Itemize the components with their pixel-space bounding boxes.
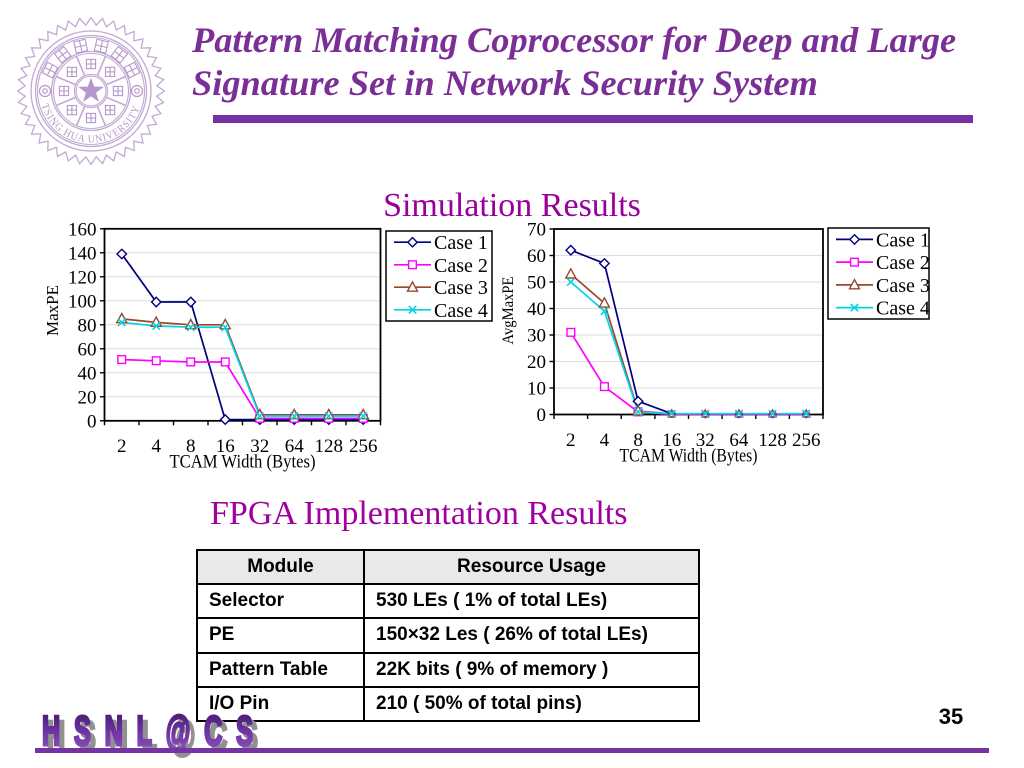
svg-text:10: 10 bbox=[527, 379, 546, 400]
svg-text:16: 16 bbox=[662, 430, 681, 451]
svg-text:8: 8 bbox=[633, 430, 643, 451]
svg-text:MaxPE: MaxPE bbox=[43, 285, 62, 336]
svg-text:40: 40 bbox=[527, 299, 546, 320]
svg-text:128: 128 bbox=[758, 430, 787, 451]
svg-text:120: 120 bbox=[68, 267, 97, 288]
svg-text:2: 2 bbox=[566, 430, 576, 451]
svg-text:128: 128 bbox=[315, 436, 344, 457]
svg-text:HSNL@CS: HSNL@CS bbox=[42, 709, 260, 755]
svg-text:4: 4 bbox=[600, 430, 610, 451]
svg-text:60: 60 bbox=[78, 339, 97, 360]
svg-text:Case 1: Case 1 bbox=[876, 229, 930, 251]
svg-text:Case 2: Case 2 bbox=[876, 252, 930, 274]
svg-text:70: 70 bbox=[527, 220, 546, 241]
svg-text:16: 16 bbox=[216, 436, 235, 457]
svg-text:32: 32 bbox=[250, 436, 269, 457]
svg-text:256: 256 bbox=[792, 430, 821, 451]
svg-text:60: 60 bbox=[527, 246, 546, 267]
svg-text:AvgMaxPE: AvgMaxPE bbox=[500, 277, 517, 345]
svg-text:0: 0 bbox=[87, 411, 97, 432]
svg-text:Case 3: Case 3 bbox=[876, 275, 930, 297]
svg-text:256: 256 bbox=[349, 436, 378, 457]
svg-text:20: 20 bbox=[78, 387, 97, 408]
svg-text:2: 2 bbox=[117, 436, 127, 457]
svg-text:20: 20 bbox=[527, 352, 546, 373]
svg-text:80: 80 bbox=[78, 315, 97, 336]
svg-text:160: 160 bbox=[68, 219, 97, 240]
svg-text:Case 4: Case 4 bbox=[434, 300, 488, 322]
svg-text:64: 64 bbox=[285, 436, 305, 457]
svg-text:0: 0 bbox=[537, 405, 547, 426]
svg-text:TCAM Width (Bytes): TCAM Width (Bytes) bbox=[620, 446, 758, 467]
svg-text:4: 4 bbox=[151, 436, 161, 457]
svg-text:Case 3: Case 3 bbox=[434, 277, 488, 299]
svg-text:8: 8 bbox=[186, 436, 196, 457]
svg-text:64: 64 bbox=[729, 430, 749, 451]
svg-text:Case 2: Case 2 bbox=[434, 255, 488, 277]
svg-text:Case 1: Case 1 bbox=[434, 232, 488, 254]
svg-text:50: 50 bbox=[527, 273, 546, 294]
svg-text:30: 30 bbox=[527, 326, 546, 347]
svg-text:Case 4: Case 4 bbox=[876, 298, 930, 320]
svg-text:32: 32 bbox=[696, 430, 715, 451]
svg-text:100: 100 bbox=[68, 291, 97, 312]
svg-text:140: 140 bbox=[68, 243, 97, 264]
svg-text:40: 40 bbox=[78, 363, 97, 384]
svg-text:TCAM Width (Bytes): TCAM Width (Bytes) bbox=[170, 452, 316, 473]
